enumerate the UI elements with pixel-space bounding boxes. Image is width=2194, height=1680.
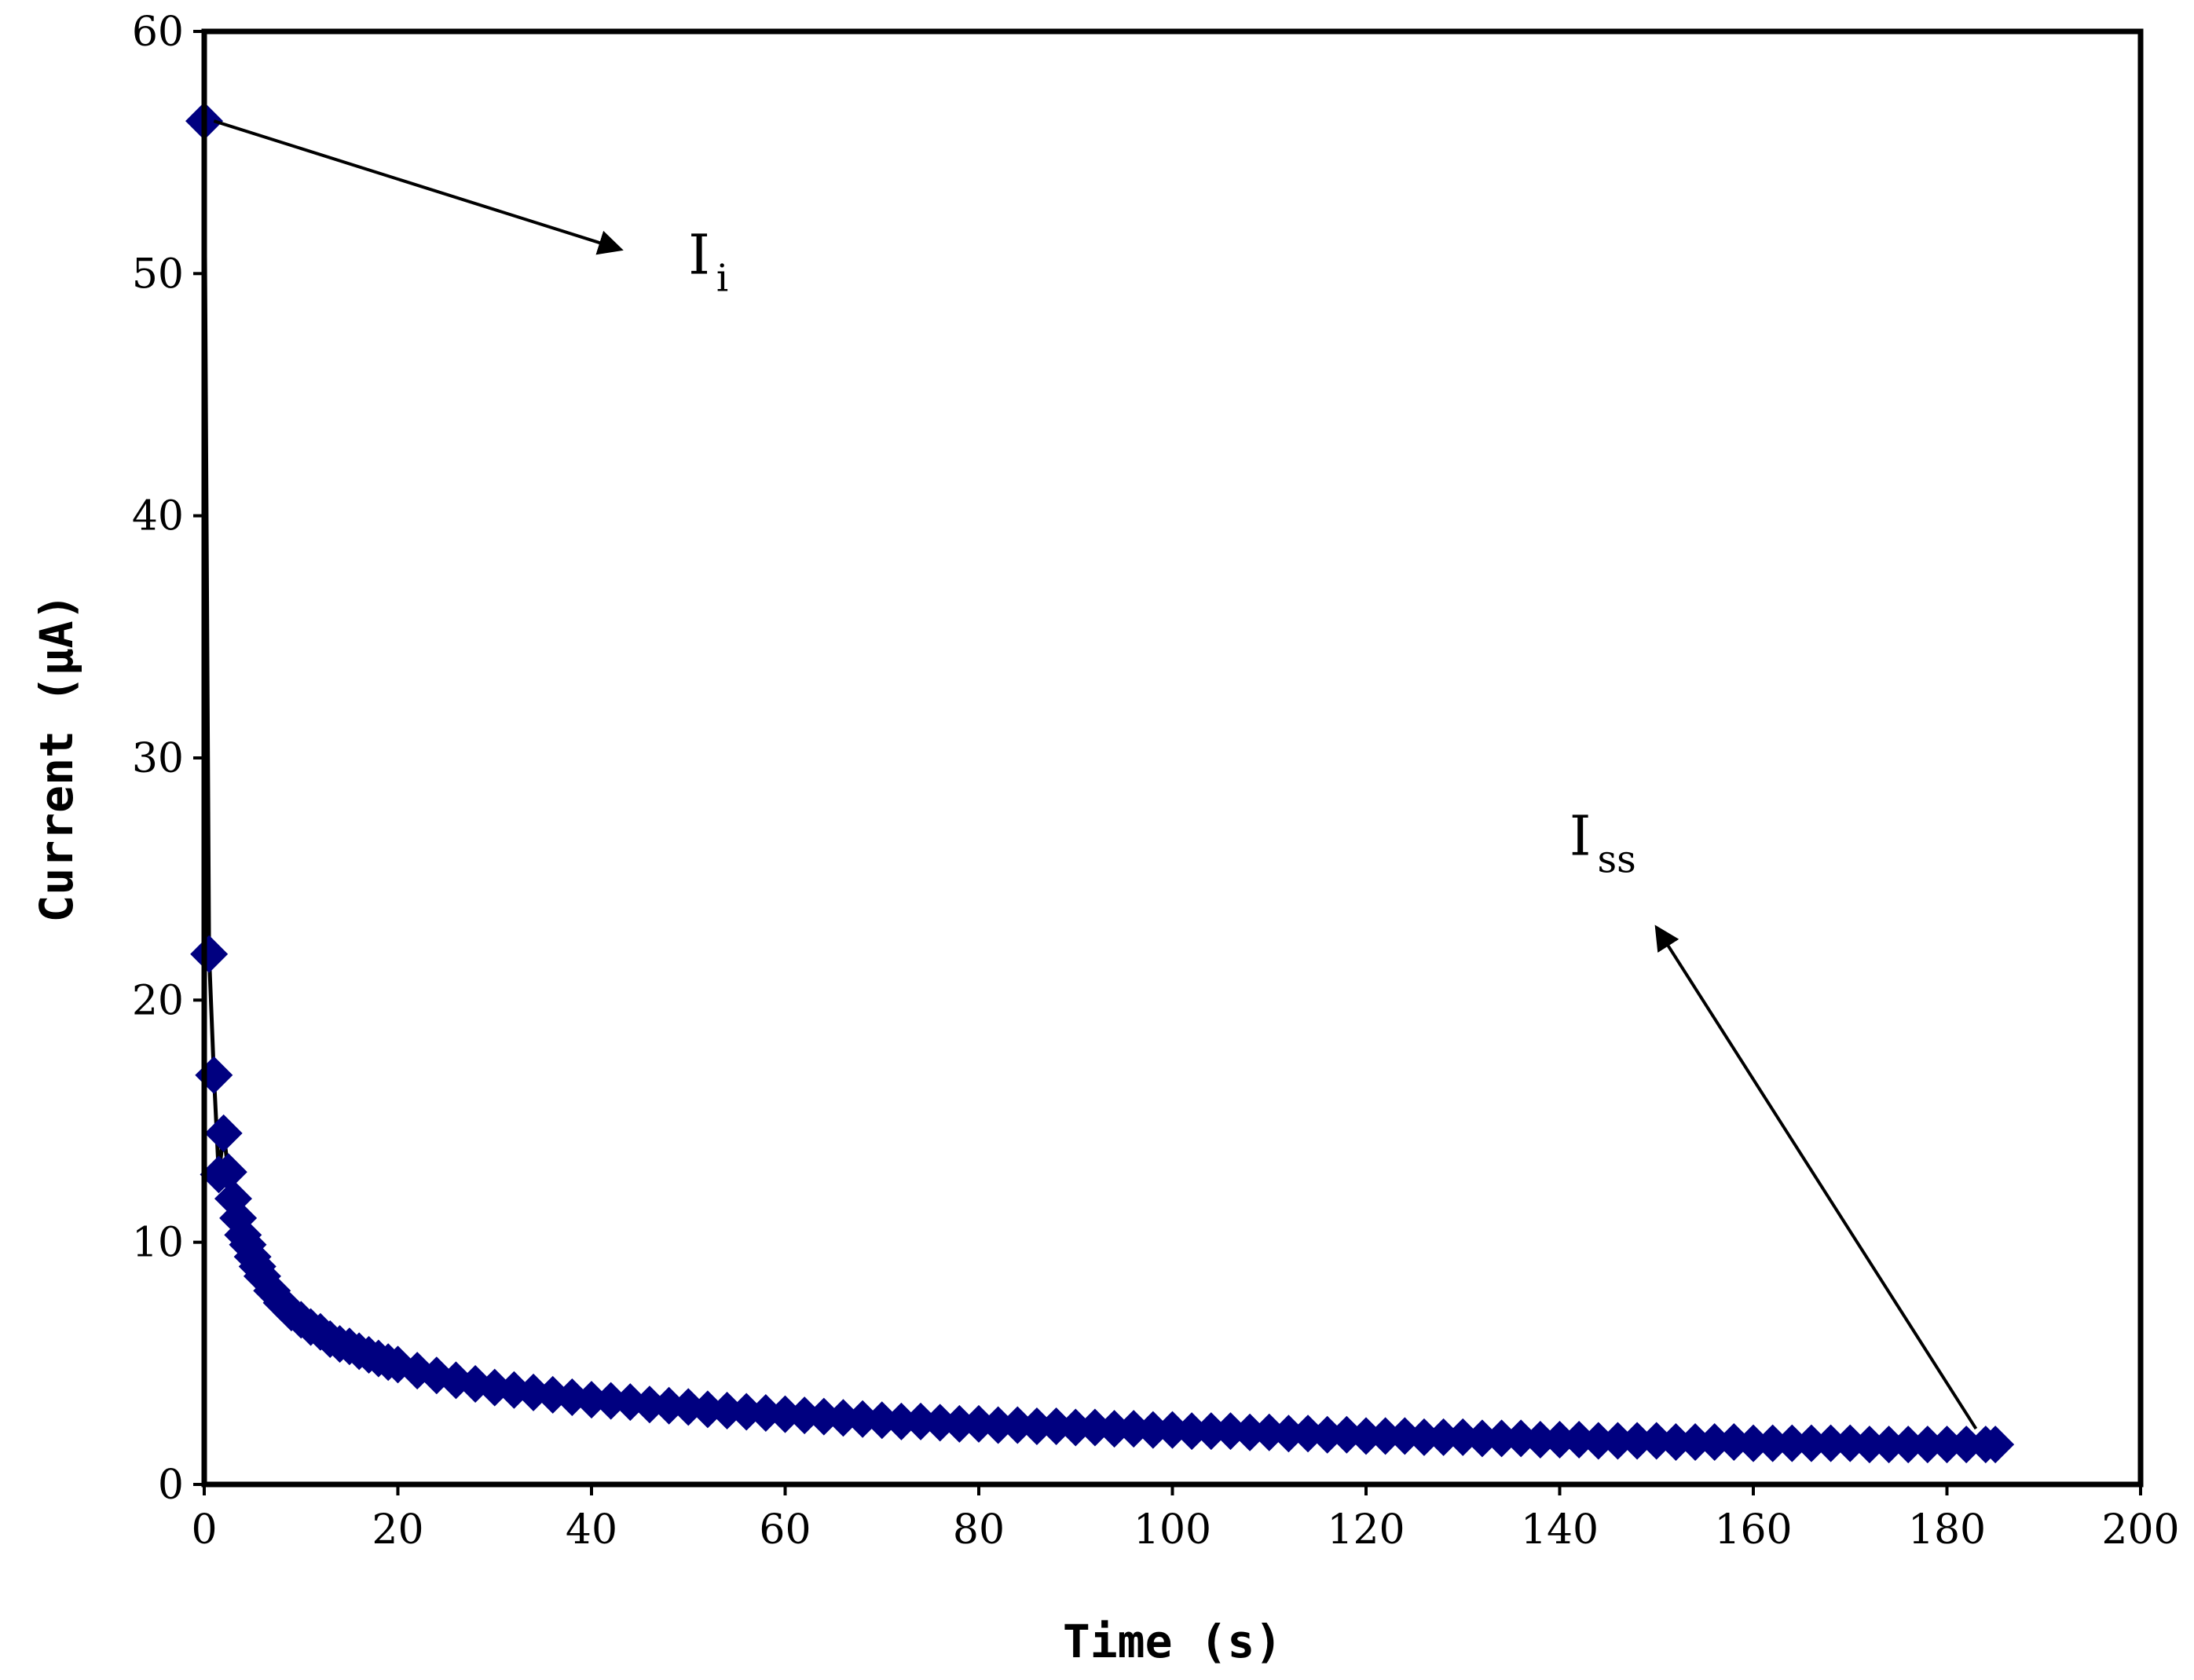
data-point	[1811, 1424, 1850, 1462]
data-point	[1192, 1412, 1230, 1451]
y-tick-label: 50	[132, 251, 184, 298]
data-point	[1173, 1412, 1211, 1451]
data-point	[1618, 1422, 1657, 1460]
data-point	[1057, 1408, 1095, 1447]
data-point	[1579, 1422, 1617, 1460]
x-tick-label: 180	[1908, 1506, 1986, 1554]
ticks-layer: 0 20 40 60 80 100 120 140 160 180 200 0 10 20 30 40 50 60	[132, 9, 2180, 1554]
y-tick-label: 30	[132, 735, 184, 782]
x-tick-label: 0	[191, 1506, 217, 1554]
data-point	[1482, 1419, 1521, 1458]
data-point	[1976, 1426, 2015, 1464]
data-point	[1928, 1426, 1966, 1464]
data-point	[1599, 1422, 1637, 1460]
y-tick-label: 60	[132, 9, 184, 56]
data-point	[882, 1402, 921, 1440]
data-point	[1521, 1420, 1559, 1459]
data-point	[204, 1114, 243, 1152]
annotation-arrow	[213, 119, 624, 255]
data-point	[979, 1406, 1017, 1444]
data-point	[1753, 1424, 1792, 1462]
x-tick-label: 160	[1714, 1506, 1792, 1554]
y-tick-label: 0	[158, 1462, 184, 1509]
y-tick-label: 10	[132, 1220, 184, 1267]
annotation-main-text: I	[688, 222, 710, 287]
annotation-arrow	[1654, 924, 1978, 1430]
data-point	[1792, 1424, 1830, 1462]
x-tick-label: 80	[953, 1506, 1005, 1554]
data-point	[1657, 1423, 1695, 1462]
data-point	[1347, 1417, 1385, 1455]
data-point	[1695, 1423, 1734, 1462]
x-tick-label: 100	[1134, 1506, 1211, 1554]
data-point	[1773, 1424, 1811, 1462]
data-point	[209, 1153, 247, 1191]
x-tick-label: 140	[1521, 1506, 1599, 1554]
data-point	[1424, 1418, 1463, 1456]
y-tick-label: 40	[132, 493, 184, 540]
annotation-subscript: i	[716, 256, 728, 300]
x-tick-label: 20	[372, 1506, 423, 1554]
data-point	[1676, 1423, 1715, 1462]
data-point	[1366, 1417, 1405, 1455]
data-point	[1095, 1410, 1134, 1448]
data-point	[940, 1404, 979, 1443]
x-tick-label: 200	[2101, 1506, 2179, 1554]
annotation-main-text: I	[1569, 803, 1591, 868]
x-tick-label: 40	[566, 1506, 617, 1554]
data-point	[1269, 1415, 1308, 1453]
data-point	[1870, 1426, 1908, 1464]
y-axis-title: Current (μA)	[30, 593, 83, 922]
data-point	[1889, 1426, 1928, 1464]
data-point	[1908, 1426, 1947, 1464]
data-point	[1850, 1426, 1888, 1464]
data-point	[190, 935, 229, 973]
x-tick-label: 60	[759, 1506, 811, 1554]
data-point	[1463, 1419, 1501, 1458]
data-point	[1017, 1407, 1056, 1445]
data-point	[1134, 1411, 1172, 1449]
annotation-subscript: ss	[1597, 837, 1635, 881]
data-point	[1231, 1413, 1269, 1451]
data-point	[1734, 1424, 1772, 1462]
y-tick-label: 20	[132, 977, 184, 1024]
data-layer	[185, 102, 2015, 1464]
data-point	[1405, 1418, 1443, 1456]
x-tick-label: 120	[1327, 1506, 1405, 1554]
data-point	[1540, 1420, 1579, 1459]
x-axis-title: Time (s)	[1063, 1615, 1282, 1668]
data-point	[1308, 1415, 1346, 1454]
data-point	[1947, 1426, 1986, 1464]
